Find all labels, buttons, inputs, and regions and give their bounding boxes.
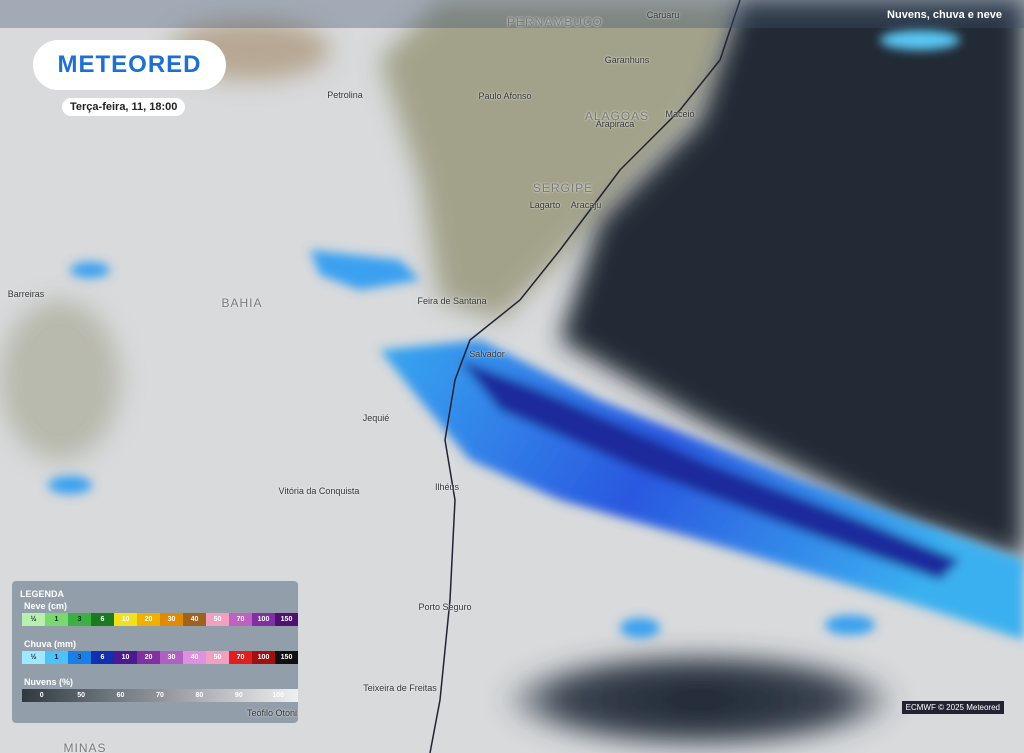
legend-step: 50 [206, 651, 229, 664]
city-label: Aracaju [570, 200, 602, 210]
legend-step: ½ [22, 613, 45, 626]
legend-step: 100 [252, 651, 275, 664]
region-label: MINAS [63, 741, 107, 753]
city-label: Teixeira de Freitas [363, 683, 437, 693]
city-label: Petrolina [327, 90, 363, 100]
city-label: Barreiras [7, 289, 45, 299]
legend-step: 70 [156, 692, 164, 699]
legend-step: 20 [137, 613, 160, 626]
legend-step: 1 [45, 651, 68, 664]
legend-scale: ½ 1 3 6 10 20 30 40 50 70 100 150 [22, 613, 298, 626]
legend-step: 70 [229, 613, 252, 626]
legend-step: 70 [229, 651, 252, 664]
city-label: Vitória da Conquista [278, 486, 360, 496]
city-label: Teófilo Otoni [246, 708, 298, 718]
legend-step: 0 [39, 692, 44, 699]
city-label: Porto Seguro [418, 602, 472, 612]
legend-step: 6 [91, 613, 114, 626]
legend: LEGENDA Neve (cm) ½ 1 3 6 10 20 30 40 50 70 100 150 C… [12, 581, 298, 723]
legend-step: 40 [183, 613, 206, 626]
credit: ECMWF © 2025 Meteored [901, 701, 1004, 714]
city-label: Maceió [665, 109, 695, 119]
rain-band [48, 30, 1024, 640]
legend-step: 10 [114, 613, 137, 626]
legend-step: 6 [91, 651, 114, 664]
top-bar: Nuvens, chuva e neve [0, 0, 1024, 28]
legend-step: 50 [206, 613, 229, 626]
coastline [429, 0, 741, 753]
region-label: PERNAMBUCO [506, 15, 604, 29]
city-label: Jequié [362, 413, 390, 423]
legend-step: 1 [45, 613, 68, 626]
logo[interactable]: METEORED [33, 40, 226, 90]
legend-step: 20 [137, 651, 160, 664]
region-label: BAHIA [221, 296, 263, 310]
legend-scale: 0 50 60 70 80 90 100 [22, 689, 298, 702]
region-label: ALAGOAS [584, 109, 650, 123]
dark-sky [500, 0, 1024, 750]
legend-step: 100 [272, 692, 285, 699]
legend-step: 150 [275, 613, 298, 626]
legend-step: 60 [116, 692, 125, 699]
layer-name[interactable]: Nuvens, chuva e neve [887, 9, 1002, 21]
legend-label: Nuvens (%) [24, 677, 74, 687]
region-label: SERGIPE [532, 181, 594, 195]
legend-step: 40 [183, 651, 206, 664]
legend-step: 3 [68, 613, 91, 626]
legend-title: LEGENDA [20, 589, 65, 599]
legend-step: ½ [22, 651, 45, 664]
legend-step: 50 [77, 692, 86, 699]
legend-step: 80 [195, 692, 204, 699]
date-badge: Terça-feira, 11, 18:00 [62, 98, 186, 116]
city-label: Paulo Afonso [478, 91, 532, 101]
legend-step: 90 [234, 692, 243, 699]
city-label: Lagarto [529, 200, 561, 210]
legend-step: 30 [160, 651, 183, 664]
legend-step: 100 [252, 613, 275, 626]
legend-step: 10 [114, 651, 137, 664]
legend-step: 3 [68, 651, 91, 664]
city-label: Arapiraca [595, 119, 635, 129]
legend-scale: ½ 1 3 6 10 20 30 40 50 70 100 150 [22, 651, 298, 664]
legend-step: 30 [160, 613, 183, 626]
city-label: Garanhuns [604, 55, 650, 65]
city-label: Feira de Santana [417, 296, 487, 306]
legend-label: Chuva (mm) [24, 639, 77, 649]
legend-label: Neve (cm) [24, 601, 68, 611]
city-label: Caruaru [646, 10, 680, 20]
legend-step: 150 [275, 651, 298, 664]
city-label: Salvador [469, 349, 505, 359]
city-label: Ilhéus [434, 482, 460, 492]
